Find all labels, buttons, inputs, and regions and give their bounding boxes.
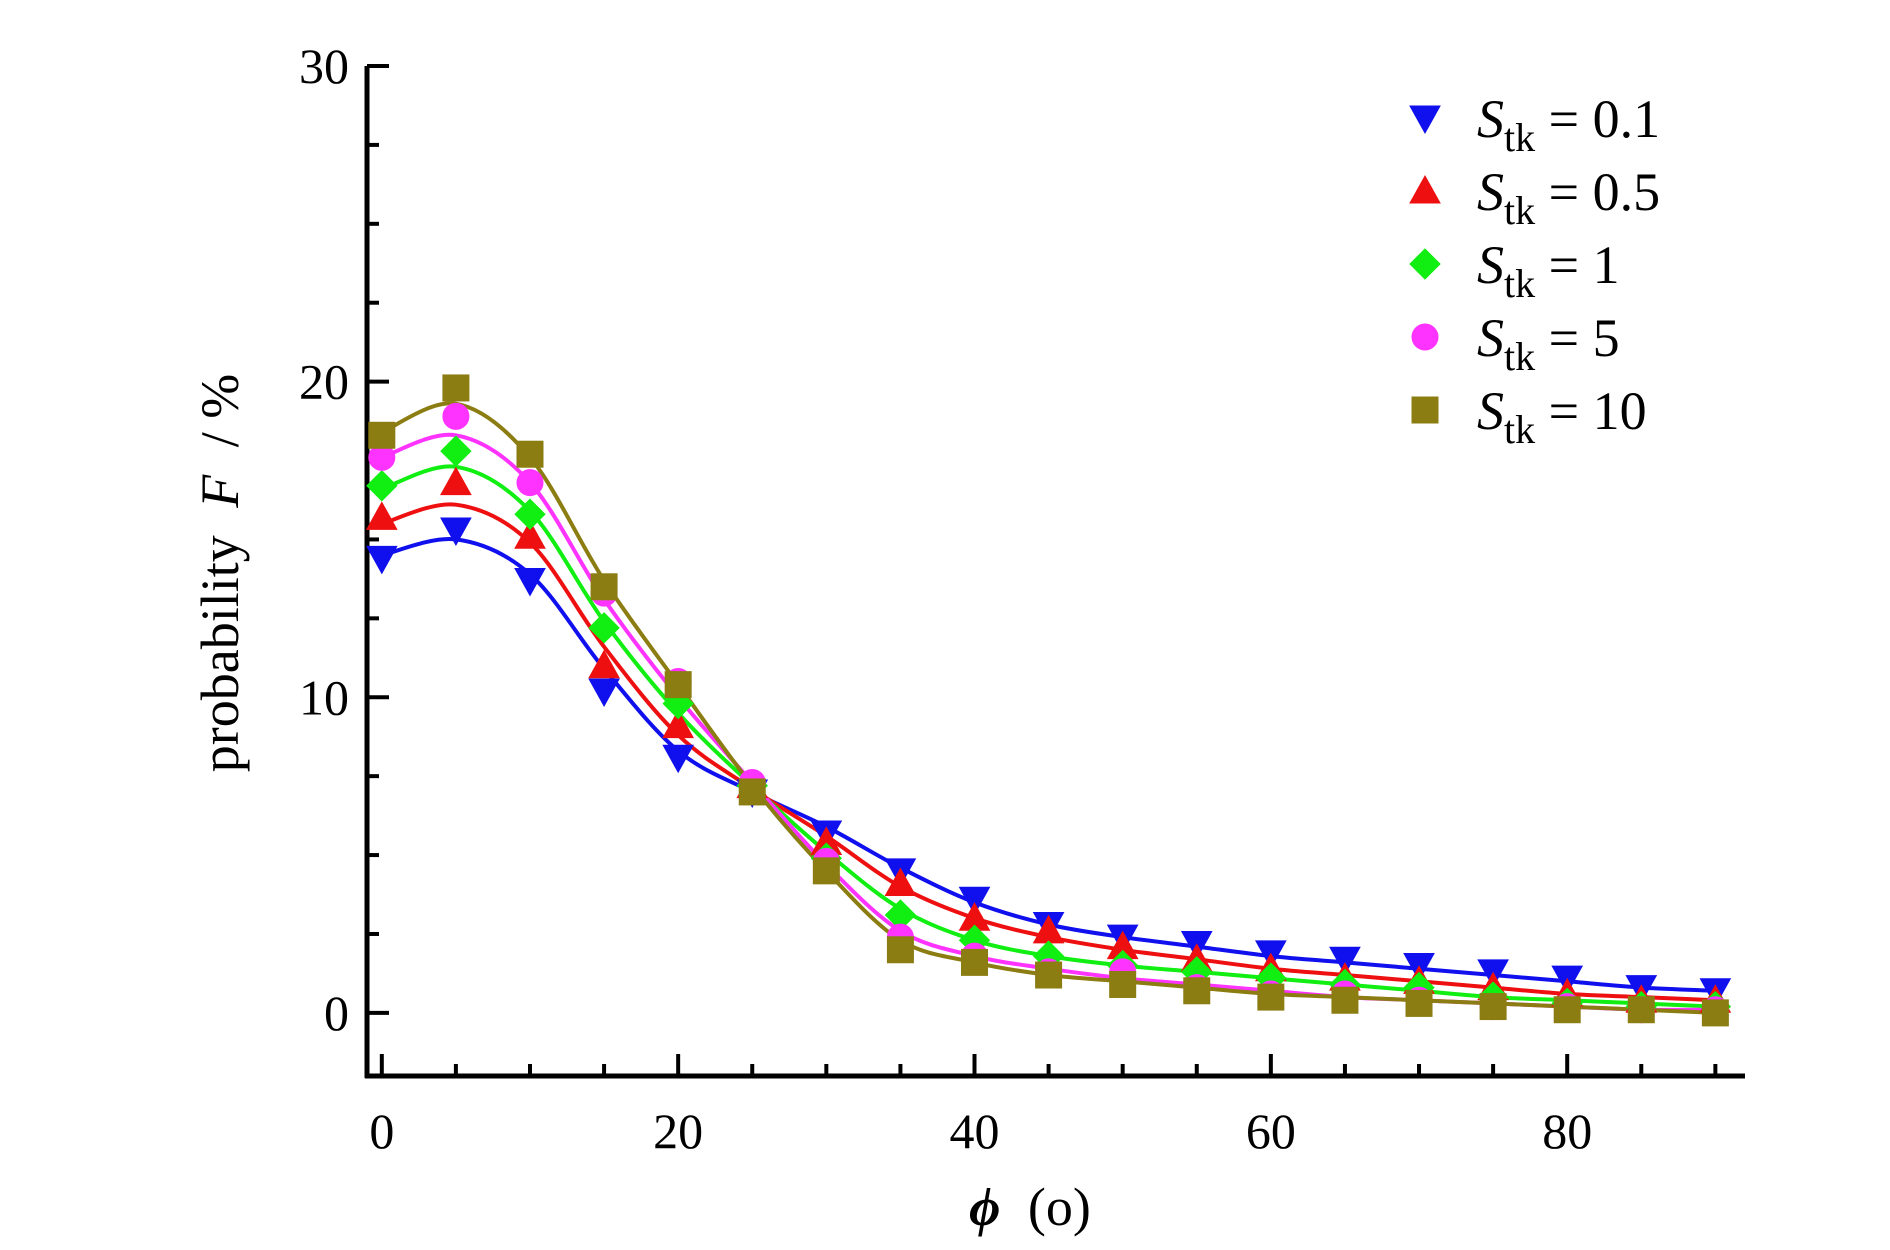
- legend-subscript: tk: [1504, 407, 1535, 452]
- data-point-series-4: [1183, 977, 1211, 1005]
- y-tick-label: 20: [299, 354, 349, 410]
- data-point-series-4: [961, 948, 989, 976]
- legend-entry: Stk = 0.5: [1477, 162, 1660, 233]
- data-point-series-0: [365, 545, 398, 575]
- legend-symbol: S: [1477, 162, 1504, 222]
- data-point-series-4: [886, 936, 914, 964]
- data-point-series-0: [1329, 946, 1361, 976]
- y-tick-label: 30: [299, 38, 349, 94]
- legend-marker: [1409, 174, 1441, 204]
- legend-equals: =: [1535, 235, 1592, 295]
- data-point-series-2: [440, 435, 472, 467]
- y-axis-text: probability: [190, 535, 250, 772]
- legend-value: 0.1: [1593, 89, 1661, 149]
- data-point-series-3: [516, 469, 544, 497]
- legend-symbol: S: [1477, 308, 1504, 368]
- legend-marker: [1411, 323, 1439, 351]
- data-point-series-4: [738, 778, 766, 806]
- x-tick-label: 40: [950, 1103, 1000, 1159]
- data-point-series-4: [1627, 996, 1655, 1024]
- legend-marker: [1409, 248, 1441, 280]
- data-point-series-0: [588, 678, 620, 707]
- y-axis-symbol: F: [190, 474, 250, 509]
- legend-symbol: S: [1477, 89, 1504, 149]
- data-point-series-4: [590, 573, 618, 601]
- data-point-series-4: [812, 857, 840, 885]
- legend-entry: Stk = 0.1: [1477, 89, 1660, 160]
- data-point-series-0: [958, 886, 991, 916]
- legend-entry: Stk = 10: [1477, 381, 1647, 452]
- axes: 0 10 20 30 0 20 40 60 80: [299, 38, 1745, 1159]
- data-point-series-2: [588, 612, 620, 644]
- data-point-series-1: [884, 867, 917, 896]
- legend-subscript: tk: [1504, 334, 1535, 379]
- x-tick-label: 80: [1542, 1103, 1592, 1159]
- data-point-series-0: [440, 517, 472, 546]
- data-point-series-0: [662, 744, 695, 774]
- legend-value: 0.5: [1593, 162, 1661, 222]
- data-point-series-4: [1109, 970, 1137, 998]
- data-point-series-4: [1479, 993, 1507, 1021]
- legend-subscript: tk: [1504, 115, 1535, 160]
- y-axis-unit: / %: [190, 374, 250, 448]
- x-tick-label: 0: [369, 1103, 394, 1159]
- data-point-series-2: [514, 498, 546, 530]
- data-point-series-1: [365, 501, 398, 530]
- data-point-series-3: [442, 402, 470, 430]
- legend-marker: [1409, 105, 1441, 135]
- legend-value: 10: [1593, 381, 1647, 441]
- legend-subscript: tk: [1504, 261, 1535, 306]
- data-markers: [365, 374, 1732, 1027]
- x-axis-symbol: ϕ: [969, 1177, 1000, 1237]
- data-point-series-1: [514, 520, 546, 549]
- legend-value: 5: [1593, 308, 1620, 368]
- fit-curve-series-4: [380, 401, 1716, 1015]
- x-tick-label: 20: [653, 1103, 703, 1159]
- legend-entry: Stk = 5: [1477, 308, 1620, 379]
- legend-equals: =: [1535, 162, 1592, 222]
- data-point-series-4: [1331, 986, 1359, 1014]
- y-tick-label: 10: [299, 669, 349, 725]
- legend-subscript: tk: [1504, 188, 1535, 233]
- x-tick-label: 60: [1246, 1103, 1296, 1159]
- legend-equals: =: [1535, 89, 1592, 149]
- data-point-series-4: [368, 421, 396, 449]
- data-point-series-4: [442, 374, 470, 402]
- data-point-series-0: [514, 567, 546, 597]
- legend-entry: Stk = 1: [1477, 235, 1620, 306]
- data-point-series-1: [662, 709, 695, 739]
- data-point-series-1: [588, 649, 620, 679]
- legend-symbol: S: [1477, 381, 1504, 441]
- data-point-series-2: [366, 470, 398, 502]
- data-point-series-4: [664, 671, 692, 699]
- data-point-series-4: [1553, 996, 1581, 1024]
- legend-equals: =: [1535, 381, 1592, 441]
- data-point-series-4: [1257, 983, 1285, 1011]
- x-axis-unit: (o): [1028, 1177, 1091, 1237]
- legend-value: 1: [1593, 235, 1620, 295]
- legend-marker: [1411, 396, 1439, 424]
- data-point-series-1: [440, 466, 472, 496]
- legend-equals: =: [1535, 308, 1592, 368]
- y-tick-label: 0: [324, 985, 349, 1041]
- legend-symbol: S: [1477, 235, 1504, 295]
- data-point-series-4: [1405, 989, 1433, 1017]
- x-axis-title: ϕ (o): [969, 1177, 1091, 1237]
- data-point-series-4: [1701, 999, 1729, 1027]
- data-point-series-4: [516, 440, 544, 468]
- y-axis-title: probability F / %: [190, 374, 250, 772]
- data-point-series-4: [1035, 961, 1063, 989]
